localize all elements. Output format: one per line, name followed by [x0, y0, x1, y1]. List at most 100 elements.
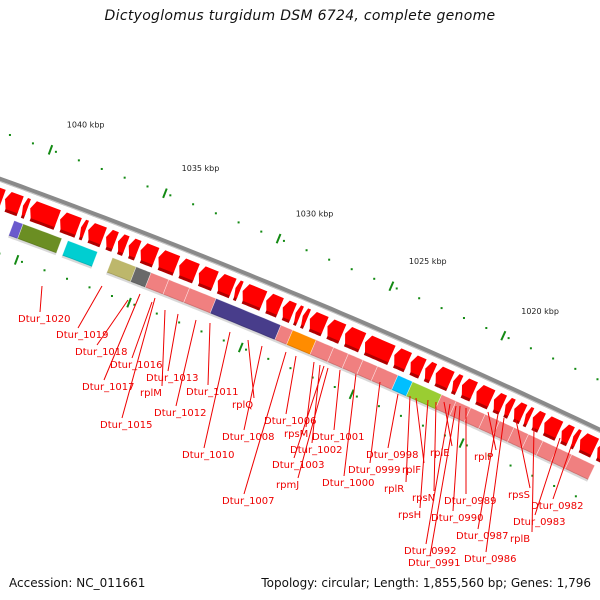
- cds-arrow: [140, 243, 160, 265]
- cds-arrow: [282, 300, 297, 321]
- minor-tick: [462, 317, 465, 320]
- cog-block-shadow: [521, 447, 537, 458]
- gene-label: rplR: [384, 484, 404, 495]
- minor-tick: [169, 194, 172, 197]
- cds-arrow: [30, 201, 61, 228]
- cog-block-shadow: [492, 434, 508, 444]
- gene-label: Dtur_0983: [513, 517, 566, 528]
- backbone-arc: [0, 176, 600, 434]
- gene-label: rplQ: [232, 400, 253, 411]
- minor-tick: [507, 337, 510, 340]
- leader-line: [103, 293, 141, 381]
- cds-arrow: [60, 212, 82, 235]
- leader-line: [311, 364, 321, 444]
- inner-minor-tick: [355, 395, 358, 398]
- gene-label: rplP: [474, 452, 493, 463]
- cds-arrow: [579, 433, 600, 455]
- gene-label: Dtur_1006: [264, 416, 317, 427]
- leader-line: [207, 322, 211, 386]
- inner-minor-tick: [66, 277, 69, 280]
- leader-line: [515, 419, 531, 489]
- cog-block-shadow: [390, 389, 407, 399]
- minor-tick: [123, 176, 126, 179]
- cds-arrow: [266, 293, 284, 315]
- leader-line: [39, 285, 43, 313]
- leader-line: [477, 413, 499, 530]
- leader-line: [369, 381, 381, 464]
- leader-line: [167, 313, 179, 372]
- leader-line: [415, 397, 425, 464]
- gene-label: Dtur_1019: [56, 330, 109, 341]
- tick-label: 1030 kbp: [296, 209, 334, 218]
- cds-arrow: [410, 355, 427, 376]
- backbone-highlight: [0, 180, 600, 434]
- inner-minor-tick: [574, 495, 577, 498]
- tick-label: 1040 kbp: [67, 120, 105, 129]
- minor-tick: [146, 185, 149, 188]
- major-tick: [162, 188, 168, 199]
- genome-summary-text: Topology: circular; Length: 1,855,560 bp…: [261, 576, 591, 590]
- inner-minor-tick: [289, 367, 292, 370]
- minor-tick: [350, 268, 353, 271]
- cds-arrow: [435, 366, 455, 389]
- gene-label: rplF: [402, 465, 421, 476]
- gene-label: Dtur_1003: [272, 460, 325, 471]
- gene-label: Dtur_1001: [312, 432, 365, 443]
- inner-major-tick: [348, 389, 355, 400]
- leader-line: [534, 437, 561, 516]
- leader-line: [333, 369, 341, 431]
- minor-tick: [54, 150, 57, 153]
- cds-arrow: [158, 250, 181, 273]
- minor-tick: [305, 249, 308, 252]
- gene-label: rpsH: [398, 510, 421, 521]
- map-title: Dictyoglomus turgidum DSM 6724, complete…: [104, 8, 496, 24]
- cog-block-shadow: [129, 280, 146, 290]
- cog-block: [564, 454, 596, 481]
- leader-line: [387, 393, 399, 449]
- cds-arrow: [5, 192, 24, 214]
- cds-arrow: [544, 416, 564, 439]
- leader-line: [131, 301, 153, 359]
- cog-block-shadow: [549, 461, 566, 471]
- minor-tick: [192, 203, 195, 206]
- inner-minor-tick: [133, 303, 136, 306]
- gene-label: Dtur_0992: [404, 546, 457, 557]
- major-tick: [388, 281, 395, 292]
- cds-arrow: [523, 406, 535, 425]
- cds-arrow: [504, 397, 516, 417]
- leader-line: [175, 319, 197, 407]
- inner-minor-tick: [222, 339, 225, 342]
- gene-label: Dtur_0989: [444, 496, 497, 507]
- gene-label: Dtur_1013: [146, 373, 199, 384]
- minor-tick: [100, 167, 103, 170]
- cog-block: [17, 223, 63, 254]
- major-tick: [275, 233, 282, 244]
- gene-labels: Dtur_1020 Dtur_1019 Dtur_1018 Dtur_1016 Dtur…: [18, 314, 584, 569]
- gene-label: rpsN: [412, 493, 435, 504]
- cog-block-shadow: [106, 271, 131, 284]
- gene-label: Dtur_0990: [431, 513, 484, 524]
- minor-tick: [574, 367, 577, 370]
- leader-line: [121, 297, 156, 419]
- inner-minor-tick: [200, 330, 203, 333]
- gene-label: Dtur_1018: [75, 347, 128, 358]
- inner-minor-tick: [43, 269, 46, 272]
- tick-label: 1025 kbp: [409, 257, 447, 266]
- inner-minor-tick: [531, 474, 534, 477]
- leader-line: [77, 285, 103, 329]
- major-tick: [47, 144, 54, 155]
- gene-label: rplE: [430, 448, 450, 459]
- cog-block-shadow: [182, 301, 211, 316]
- cds-arrow: [0, 187, 6, 206]
- cog-block-shadow: [535, 454, 551, 464]
- inner-minor-tick: [20, 260, 23, 263]
- inner-major-tick: [126, 297, 132, 308]
- cog-block-shadow: [564, 468, 589, 482]
- cog-block-shadow: [463, 421, 479, 431]
- cog-block: [61, 240, 98, 268]
- cds-arrow: [106, 229, 119, 250]
- cog-block-shadow: [8, 234, 18, 241]
- cog-block-shadow: [274, 339, 287, 347]
- gene-label: rpsS: [508, 490, 530, 501]
